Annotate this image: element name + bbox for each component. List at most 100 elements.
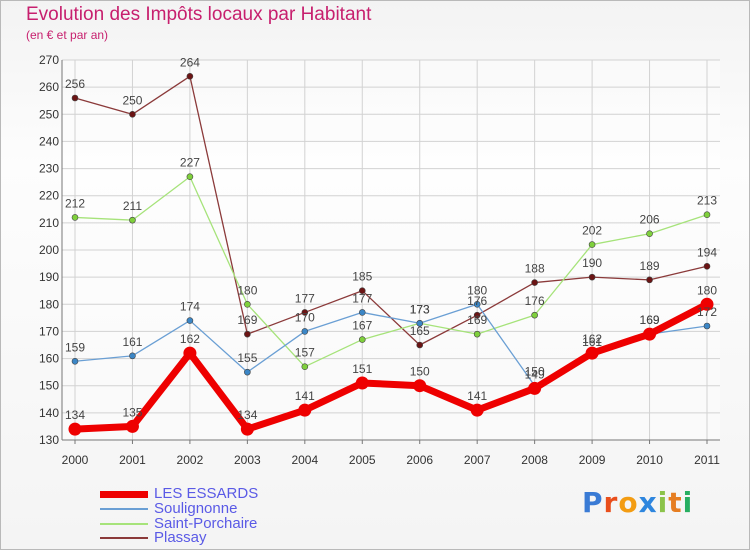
data-label-saint-porchaire: 157 <box>295 346 315 360</box>
data-point-les-essards <box>528 381 542 395</box>
data-label-plassay: 185 <box>352 270 372 284</box>
data-point-plassay <box>588 273 596 281</box>
data-point-soulignonne <box>416 319 424 327</box>
x-tick-label: 2010 <box>636 453 663 467</box>
x-tick-label: 2004 <box>291 453 318 467</box>
legend-item-saint-porchaire: Saint-Porchaire <box>100 515 258 532</box>
data-point-saint-porchaire <box>703 211 711 219</box>
data-point-saint-porchaire <box>244 300 251 308</box>
data-point-les-essards <box>298 403 312 417</box>
data-label-saint-porchaire: 212 <box>65 196 85 210</box>
data-point-les-essards <box>585 346 599 360</box>
data-point-soulignonne <box>703 322 711 330</box>
data-label-saint-porchaire: 202 <box>582 224 602 238</box>
data-point-soulignonne <box>186 317 194 324</box>
x-tick-label: 2009 <box>579 453 606 467</box>
data-label-plassay: 264 <box>180 55 200 69</box>
data-label-saint-porchaire: 176 <box>525 294 545 308</box>
y-tick-label: 200 <box>39 243 59 257</box>
logo-letter: r <box>603 486 619 519</box>
data-point-plassay <box>71 94 79 102</box>
data-label-saint-porchaire: 227 <box>180 156 200 170</box>
data-point-saint-porchaire <box>71 214 79 221</box>
data-point-les-essards <box>700 297 714 311</box>
legend-label-les-essards: LES ESSARDS <box>154 485 259 502</box>
chart-title: Evolution des Impôts locaux par Habitant <box>26 4 372 25</box>
data-point-plassay <box>186 72 194 80</box>
data-label-soulignonne: 174 <box>180 300 200 314</box>
data-label-les-essards: 149 <box>525 367 545 381</box>
data-point-soulignonne <box>473 300 481 308</box>
data-label-les-essards: 162 <box>180 332 200 346</box>
logo-letter: x <box>638 486 658 519</box>
data-label-les-essards: 134 <box>237 408 257 422</box>
data-label-les-essards: 134 <box>65 408 85 422</box>
data-label-saint-porchaire: 213 <box>697 194 717 208</box>
data-label-soulignonne: 170 <box>295 310 315 324</box>
logo-letter: i <box>682 486 694 519</box>
data-label-les-essards: 169 <box>640 313 660 327</box>
data-label-les-essards: 141 <box>467 389 487 403</box>
data-label-saint-porchaire: 180 <box>237 283 257 297</box>
data-point-plassay <box>473 311 481 319</box>
legend-label-saint-porchaire: Saint-Porchaire <box>154 515 258 532</box>
data-label-saint-porchaire: 169 <box>467 313 487 327</box>
data-point-soulignonne <box>358 309 366 316</box>
y-tick-label: 150 <box>39 379 59 393</box>
y-axis-ticks: 130 140 150 160 170 180 190 200 210 220 230 240 250 2… <box>39 53 59 447</box>
data-point-plassay <box>646 276 653 284</box>
data-point-saint-porchaire <box>186 173 194 181</box>
y-tick-label: 190 <box>39 270 59 284</box>
y-tick-label: 260 <box>39 80 59 94</box>
data-label-les-essards: 180 <box>697 283 717 297</box>
series-group <box>68 72 714 436</box>
data-point-les-essards <box>68 422 82 436</box>
data-label-les-essards: 141 <box>295 389 315 403</box>
x-tick-label: 2003 <box>234 453 261 467</box>
y-tick-label: 180 <box>39 297 59 311</box>
data-point-plassay <box>129 110 136 118</box>
data-point-plassay <box>358 287 366 295</box>
x-tick-label: 2011 <box>694 453 720 467</box>
proxiti-logo: Proxiti <box>582 486 693 519</box>
data-label-soulignonne: 150 <box>525 365 545 379</box>
data-point-saint-porchaire <box>358 336 366 343</box>
x-tick-label: 2002 <box>177 453 204 467</box>
data-point-soulignonne <box>129 352 136 360</box>
chart-subtitle: (en € et par an) <box>26 28 109 42</box>
data-point-les-essards <box>355 376 369 390</box>
data-point-saint-porchaire <box>531 311 538 319</box>
data-point-plassay <box>703 262 711 270</box>
data-label-plassay: 256 <box>65 77 85 91</box>
data-label-plassay: 194 <box>697 245 717 259</box>
data-point-les-essards <box>240 422 254 436</box>
y-tick-label: 210 <box>39 216 59 230</box>
data-label-soulignonne: 161 <box>122 335 142 349</box>
data-label-les-essards: 151 <box>352 362 372 376</box>
data-point-saint-porchaire <box>646 230 653 238</box>
data-label-plassay: 165 <box>410 324 430 338</box>
y-tick-label: 220 <box>39 189 59 203</box>
x-tick-label: 2000 <box>62 453 89 467</box>
data-point-soulignonne <box>244 368 251 376</box>
x-tick-label: 2008 <box>521 453 548 467</box>
data-point-soulignonne <box>301 328 309 335</box>
x-axis-ticks: 2000 2001 2002 2003 2004 2005 2006 2007 2008 2009… <box>62 453 721 467</box>
data-label-soulignonne: 180 <box>467 283 487 297</box>
y-tick-label: 270 <box>39 53 59 67</box>
data-point-saint-porchaire <box>588 241 596 248</box>
x-tick-label: 2007 <box>464 453 491 467</box>
x-tick-label: 2001 <box>119 453 146 467</box>
legend-swatch-plassay <box>100 537 148 539</box>
axes <box>61 60 720 444</box>
data-label-plassay: 250 <box>122 93 142 107</box>
data-point-plassay <box>301 309 309 316</box>
legend-swatch-les-essards <box>100 490 148 498</box>
legend-item-les-essards: LES ESSARDS <box>100 485 259 502</box>
data-label-saint-porchaire: 206 <box>640 213 660 227</box>
legend-label-plassay: Plassay <box>154 529 207 546</box>
x-tick-label: 2005 <box>349 453 376 467</box>
data-label-saint-porchaire: 167 <box>352 319 372 333</box>
data-label-plassay: 189 <box>640 259 660 273</box>
